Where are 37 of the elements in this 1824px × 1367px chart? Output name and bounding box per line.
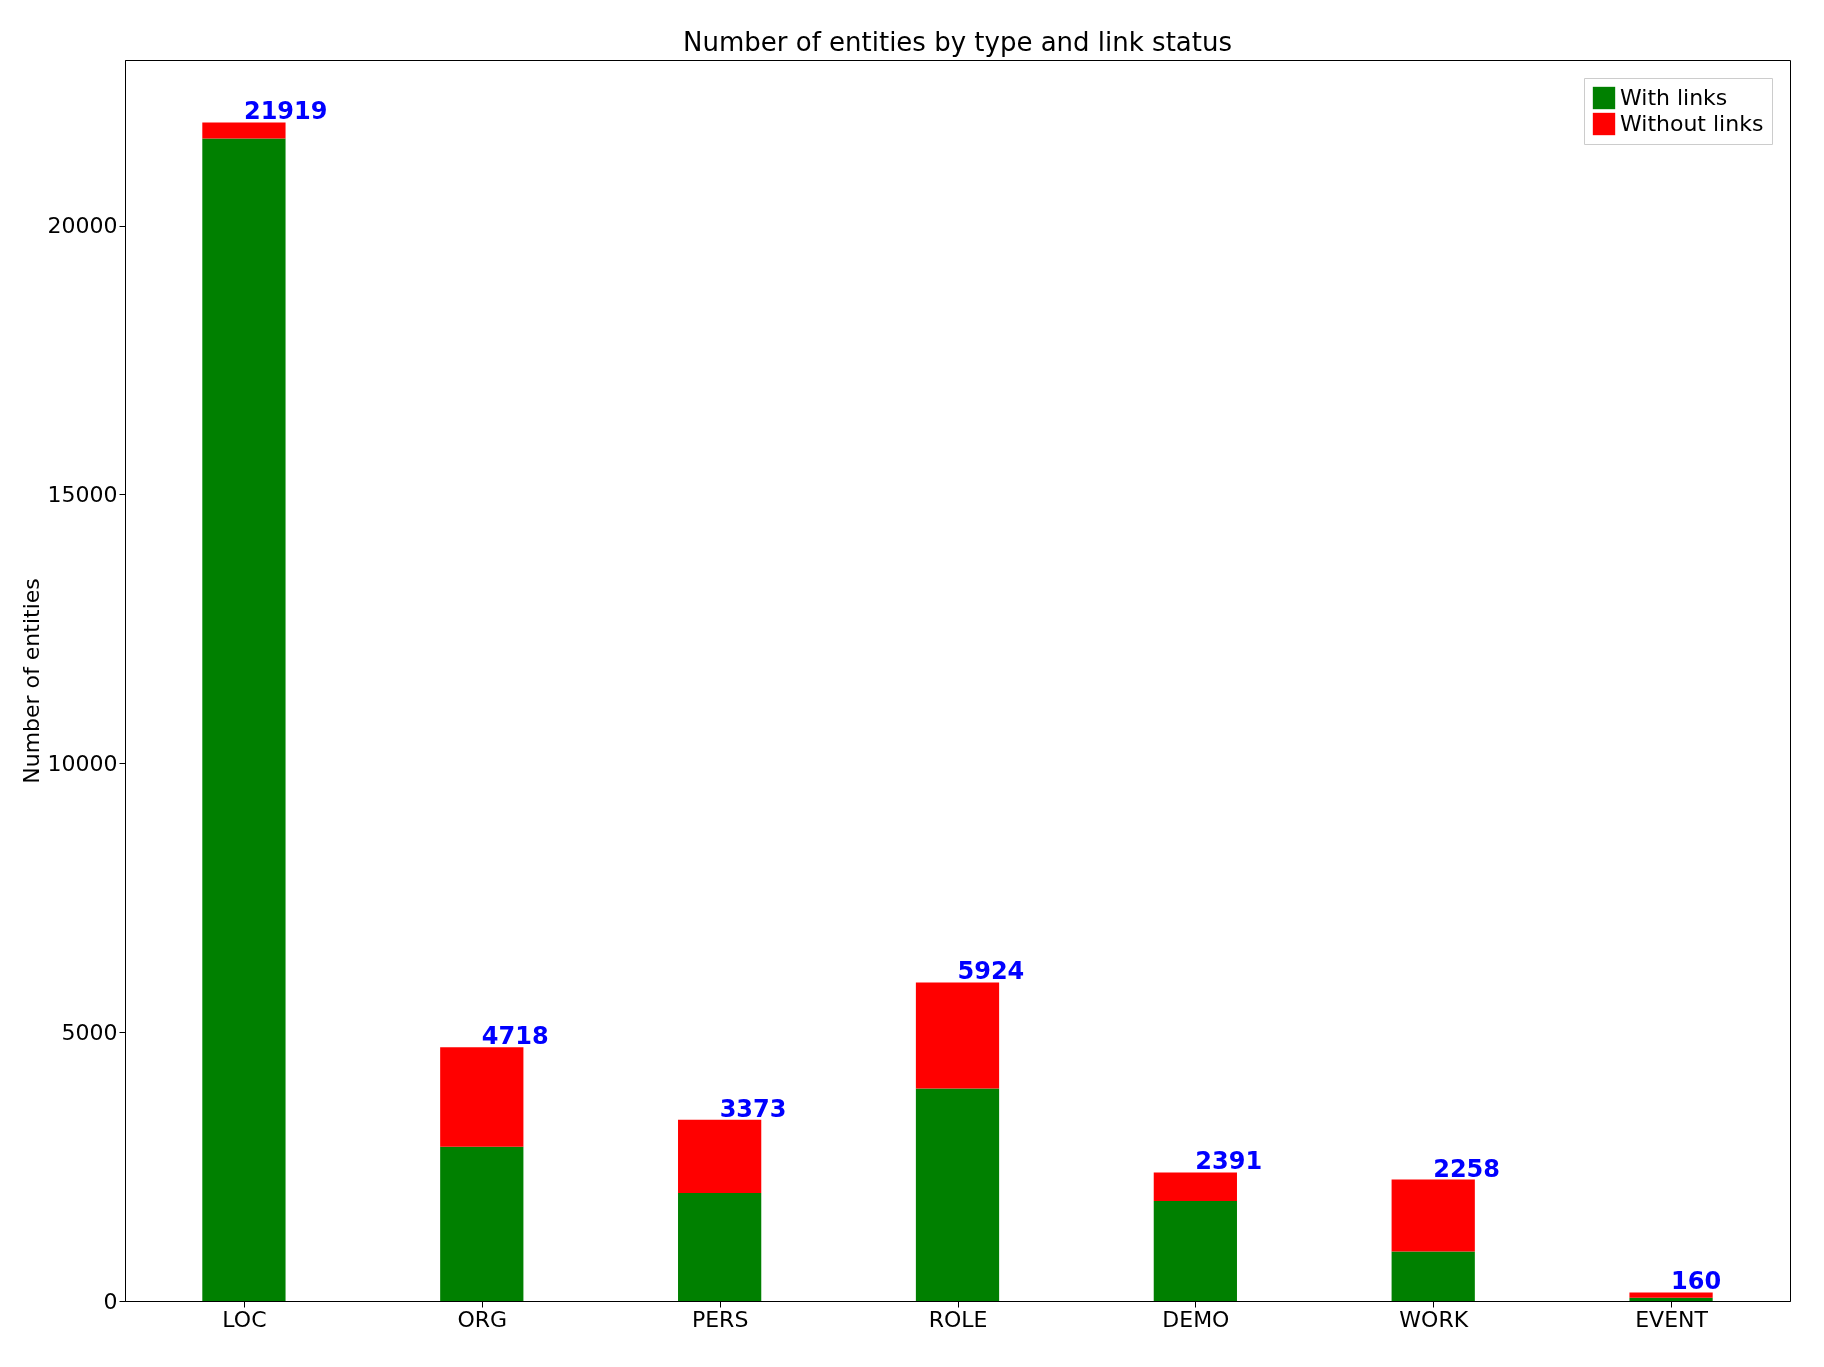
y-tick-label: 15000 (47, 481, 118, 507)
bar (1153, 1200, 1237, 1301)
y-tick-label: 10000 (47, 750, 118, 776)
bar (1629, 1292, 1713, 1298)
total-label: 21919 (243, 97, 328, 126)
x-tick-label: WORK (1399, 1306, 1469, 1332)
bar (202, 122, 286, 139)
legend-label: Without links (1620, 111, 1764, 136)
y-axis-title: Number of entities (18, 578, 44, 784)
bar (915, 1088, 1000, 1301)
bar (678, 1192, 762, 1301)
bar (1391, 1251, 1475, 1301)
bar (440, 1146, 524, 1301)
y-tick-label: 5000 (61, 1019, 118, 1045)
total-label: 4718 (481, 1022, 549, 1051)
y-tick-label: 20000 (47, 213, 118, 239)
legend-label: With links (1620, 85, 1728, 110)
total-label: 5924 (957, 957, 1025, 986)
x-tick-label: ORG (457, 1306, 508, 1332)
bar (678, 1119, 762, 1193)
total-label: 160 (1671, 1267, 1722, 1296)
bar (440, 1047, 524, 1147)
x-tick-label: LOC (222, 1306, 267, 1332)
bar (1153, 1172, 1237, 1201)
bar (915, 982, 1000, 1089)
x-tick-label: DEMO (1162, 1306, 1230, 1332)
bar (1391, 1179, 1475, 1252)
x-tick-label: ROLE (928, 1306, 988, 1332)
total-label: 2258 (1433, 1154, 1501, 1183)
x-tick-label: EVENT (1635, 1306, 1709, 1332)
total-label: 3373 (719, 1094, 787, 1123)
y-tick-label: 0 (103, 1288, 118, 1314)
total-label: 2391 (1195, 1147, 1263, 1176)
x-tick-label: PERS (691, 1306, 749, 1332)
chart-title: Number of entities by type and link status (683, 27, 1232, 57)
bar (202, 138, 286, 1301)
bar (1629, 1297, 1713, 1301)
